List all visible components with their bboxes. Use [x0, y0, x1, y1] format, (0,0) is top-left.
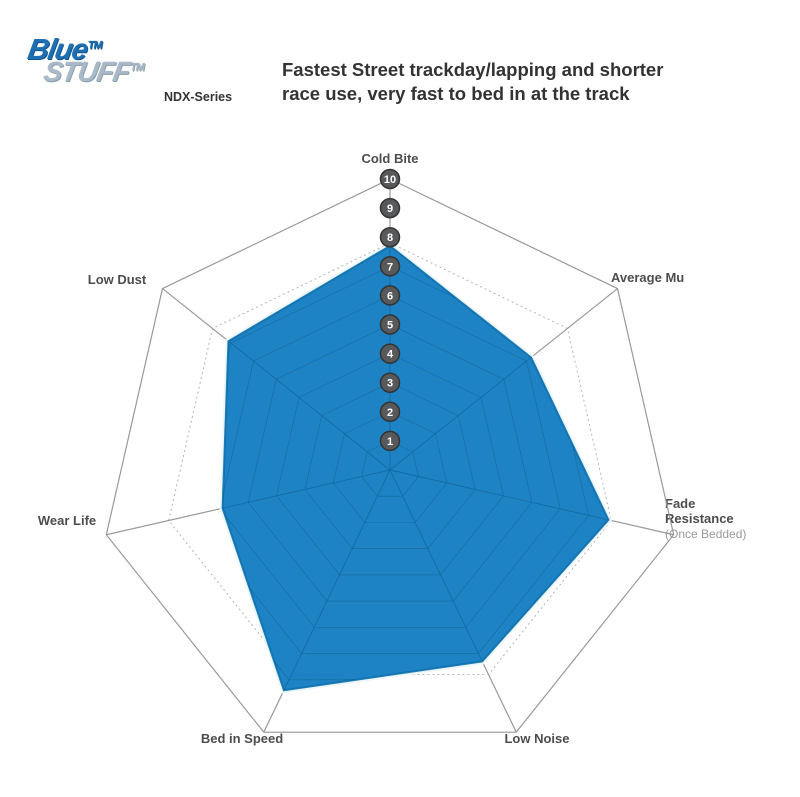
svg-text:3: 3	[387, 378, 393, 390]
svg-text:9: 9	[387, 203, 393, 215]
svg-text:4: 4	[387, 349, 394, 361]
svg-text:2: 2	[387, 407, 393, 419]
svg-text:8: 8	[387, 232, 393, 244]
svg-text:6: 6	[387, 290, 393, 302]
svg-text:1: 1	[387, 436, 393, 448]
svg-text:10: 10	[384, 174, 396, 186]
svg-text:5: 5	[387, 320, 393, 332]
svg-text:7: 7	[387, 261, 393, 273]
